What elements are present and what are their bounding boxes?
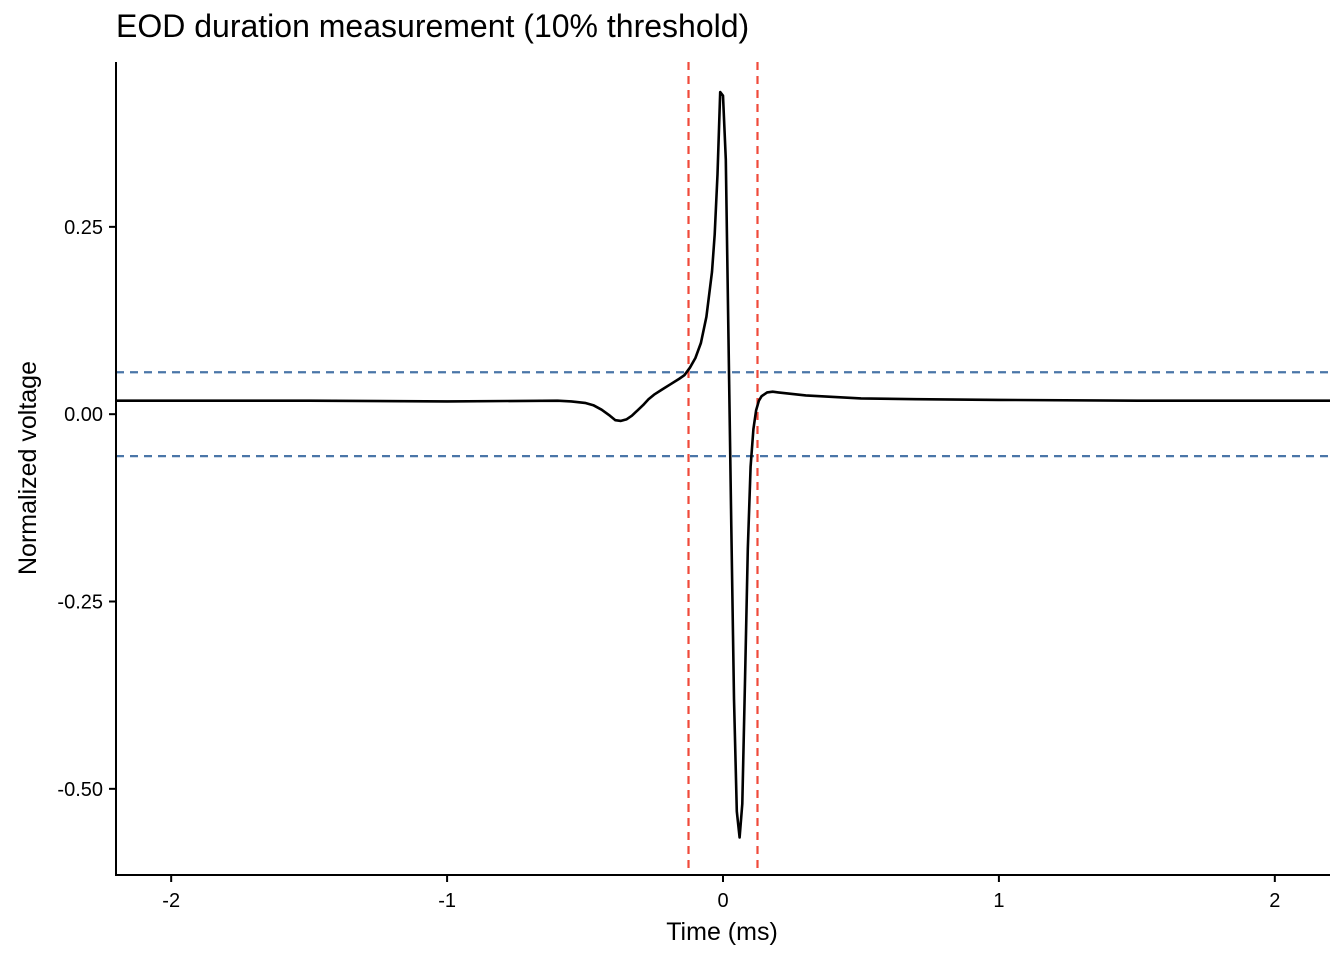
x-axis-ticks: -2 -1 0 1 2	[162, 875, 1280, 912]
y-tick-label: 0.00	[64, 404, 103, 426]
x-axis-title: Time (ms)	[666, 918, 778, 946]
y-tick-label: -0.50	[57, 779, 103, 801]
y-axis-ticks: 0.25 0.00 -0.25 -0.50	[57, 217, 116, 801]
y-axis-title: Normalized voltage	[14, 361, 42, 575]
y-tick-label: -0.25	[57, 592, 103, 614]
reference-lines	[116, 62, 1330, 875]
series-layer	[116, 90, 1330, 839]
x-tick-label: 0	[717, 890, 728, 912]
y-tick-label: 0.25	[64, 217, 103, 239]
x-tick-label: 1	[993, 890, 1004, 912]
x-tick-label: -1	[438, 890, 456, 912]
x-tick-label: 2	[1269, 890, 1280, 912]
eod-waveform-line-1	[116, 90, 1330, 839]
chart-title: EOD duration measurement (10% threshold)	[116, 8, 750, 44]
x-tick-label: -2	[162, 890, 180, 912]
